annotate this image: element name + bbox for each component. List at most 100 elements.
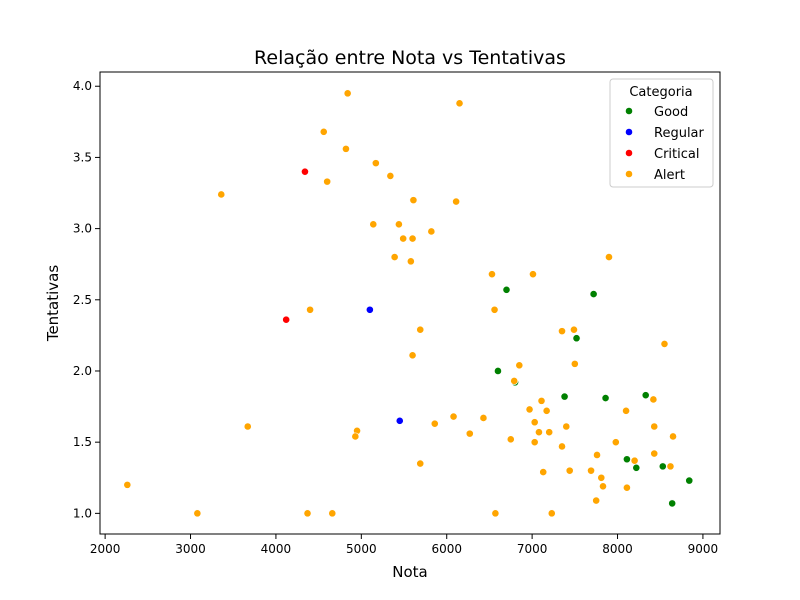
point-alert: [328, 509, 337, 518]
point-alert: [605, 253, 613, 261]
point-alert: [369, 220, 378, 229]
data-points: [123, 89, 694, 518]
point-alert: [660, 340, 669, 348]
point-good: [632, 463, 641, 472]
point-alert: [592, 496, 601, 505]
point-alert: [622, 406, 630, 415]
y-axis: 1.0 1.5 2.0 2.5 3.0 3.5 4.0: [73, 79, 100, 520]
point-alert: [351, 432, 360, 441]
point-alert: [535, 428, 543, 437]
point-good: [668, 499, 677, 508]
x-tick-label: 3000: [175, 542, 206, 556]
legend-label-good: Good: [654, 105, 688, 120]
point-alert: [649, 395, 658, 404]
y-tick-label: 3.0: [73, 222, 92, 236]
x-tick-label: 8000: [602, 542, 633, 556]
point-alert: [303, 509, 312, 518]
legend-marker-regular: [625, 128, 633, 136]
x-axis-label: Nota: [392, 563, 427, 581]
point-alert: [558, 327, 566, 336]
point-alert: [506, 435, 515, 444]
legend: Categoria Good Regular Critical Alert: [609, 78, 714, 188]
y-tick-label: 2.0: [73, 364, 92, 378]
point-alert: [217, 190, 226, 199]
point-good: [589, 290, 598, 299]
point-alert: [406, 257, 415, 266]
point-alert: [323, 177, 332, 186]
point-alert: [394, 220, 403, 229]
point-alert: [630, 456, 639, 465]
point-critical: [301, 167, 309, 176]
point-alert: [243, 422, 252, 431]
point-regular: [395, 416, 404, 425]
point-alert: [371, 159, 380, 168]
point-alert: [570, 325, 578, 334]
x-tick-label: 6000: [431, 542, 462, 556]
point-alert: [558, 442, 566, 451]
point-critical: [282, 315, 291, 324]
point-alert: [123, 480, 132, 489]
point-alert: [479, 414, 488, 422]
point-alert: [650, 449, 659, 458]
point-alert: [455, 99, 464, 108]
point-good: [601, 394, 610, 402]
point-alert: [530, 438, 539, 447]
point-alert: [430, 419, 439, 428]
point-alert: [565, 466, 574, 475]
point-alert: [593, 451, 601, 459]
point-alert: [611, 438, 620, 447]
point-good: [572, 334, 581, 343]
point-alert: [408, 234, 417, 243]
legend-label-critical: Critical: [654, 147, 699, 162]
point-alert: [306, 305, 314, 314]
point-alert: [623, 483, 631, 492]
point-good: [560, 392, 569, 401]
point-alert: [545, 428, 554, 437]
point-good: [623, 455, 631, 464]
x-tick-label: 7000: [517, 542, 548, 556]
point-alert: [408, 351, 417, 360]
legend-box: [609, 78, 714, 188]
legend-label-alert: Alert: [654, 168, 685, 183]
point-alert: [465, 429, 474, 438]
point-alert: [542, 406, 551, 415]
y-tick-label: 4.0: [73, 79, 92, 93]
point-alert: [427, 227, 436, 236]
point-alert: [491, 509, 500, 518]
point-good: [658, 462, 667, 471]
point-alert: [342, 144, 350, 153]
point-alert: [599, 482, 607, 491]
y-axis-label: Tentativas: [44, 265, 62, 343]
point-alert: [525, 405, 534, 414]
point-alert: [529, 270, 537, 279]
point-alert: [515, 361, 524, 370]
point-alert: [343, 89, 352, 98]
point-alert: [386, 172, 395, 180]
point-good: [502, 285, 511, 294]
point-alert: [390, 253, 399, 261]
point-alert: [399, 234, 408, 243]
point-alert: [570, 359, 579, 368]
point-alert: [562, 422, 571, 431]
x-tick-label: 2000: [90, 542, 121, 556]
point-alert: [488, 270, 496, 279]
legend-title: Categoria: [629, 85, 692, 100]
point-alert: [587, 466, 595, 475]
point-alert: [510, 377, 519, 385]
x-tick-label: 5000: [346, 542, 377, 556]
point-alert: [409, 196, 418, 205]
legend-marker-alert: [625, 170, 633, 178]
y-tick-label: 1.5: [73, 435, 92, 449]
y-tick-label: 1.0: [73, 506, 92, 520]
x-tick-label: 4000: [261, 542, 292, 556]
point-alert: [449, 412, 458, 421]
y-tick-label: 3.5: [73, 150, 92, 164]
y-tick-label: 2.5: [73, 293, 92, 307]
point-alert: [530, 418, 539, 427]
point-alert: [547, 509, 556, 518]
point-alert: [490, 305, 499, 314]
point-alert: [452, 197, 461, 206]
point-good: [494, 367, 502, 375]
point-alert: [666, 462, 675, 471]
